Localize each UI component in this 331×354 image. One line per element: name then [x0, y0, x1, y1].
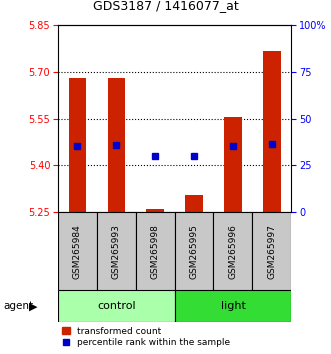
Text: GDS3187 / 1416077_at: GDS3187 / 1416077_at	[93, 0, 238, 12]
Text: control: control	[97, 301, 136, 311]
Text: light: light	[220, 301, 245, 311]
Bar	[146, 209, 164, 212]
Text: ▶: ▶	[29, 301, 37, 311]
Text: GSM265995: GSM265995	[190, 224, 199, 279]
Text: GSM265996: GSM265996	[228, 224, 237, 279]
Bar	[58, 212, 97, 290]
Bar	[185, 195, 203, 212]
Text: GSM265993: GSM265993	[112, 224, 121, 279]
Legend: transformed count, percentile rank within the sample: transformed count, percentile rank withi…	[63, 327, 230, 347]
Bar	[136, 212, 174, 290]
Text: agent: agent	[3, 301, 33, 311]
Bar	[213, 212, 252, 290]
Bar	[174, 290, 291, 322]
Text: GSM265998: GSM265998	[151, 224, 160, 279]
Bar	[263, 51, 281, 212]
Bar	[252, 212, 291, 290]
Bar	[108, 78, 125, 212]
Bar	[97, 212, 136, 290]
Bar	[224, 117, 242, 212]
Bar	[58, 290, 174, 322]
Bar	[174, 212, 213, 290]
Text: GSM265997: GSM265997	[267, 224, 276, 279]
Text: GSM265984: GSM265984	[73, 224, 82, 279]
Bar	[69, 78, 86, 212]
